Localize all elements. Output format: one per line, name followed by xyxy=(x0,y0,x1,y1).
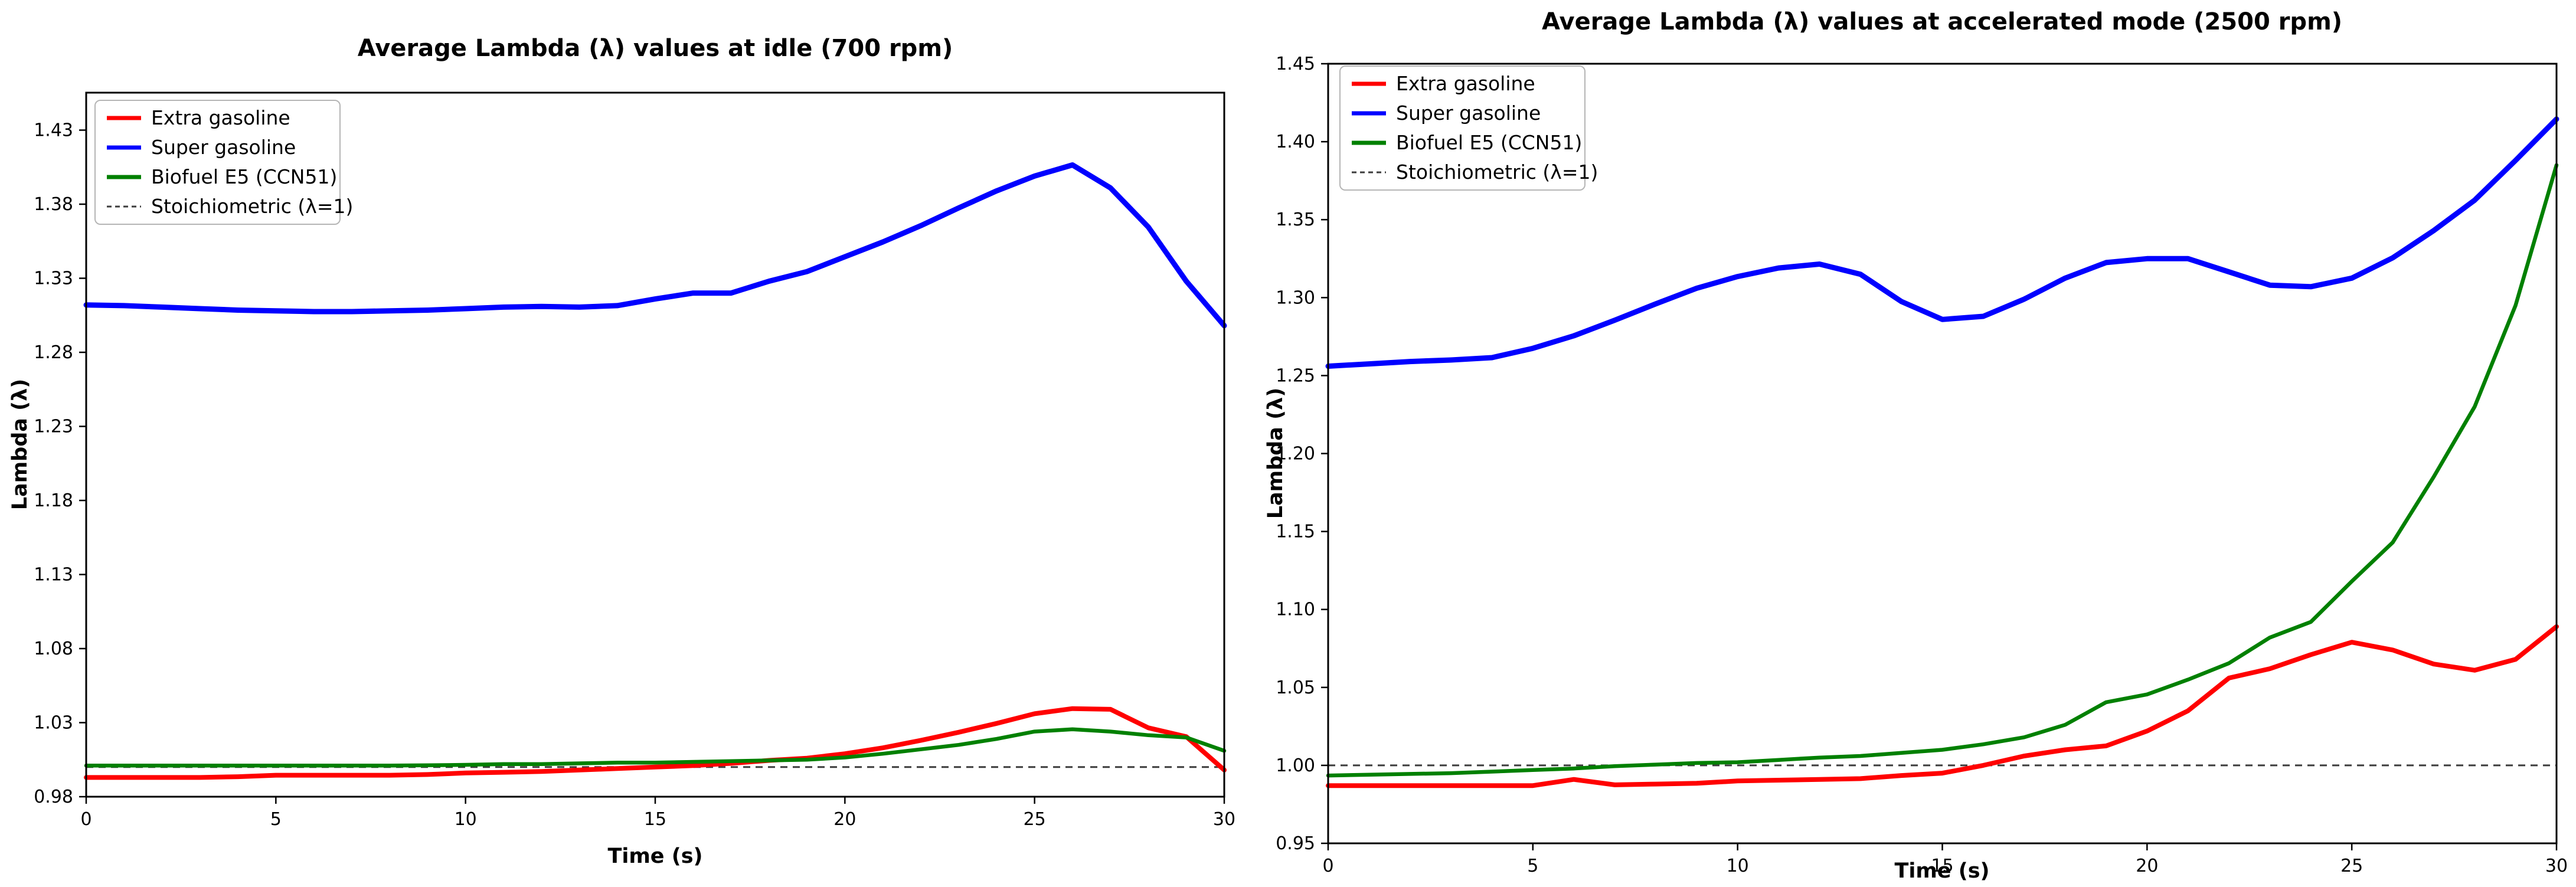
y-tick-label: 1.35 xyxy=(1276,210,1315,230)
y-tick-label: 1.10 xyxy=(1276,600,1315,620)
x-tick-label: 20 xyxy=(2136,856,2158,876)
axis-ticks: 0 5 10 15 20 25 30 0.95 1.00 1.05 1.10 1.15 1.20 1.25… xyxy=(1276,54,2568,876)
y-tick-label: 1.05 xyxy=(1276,677,1315,698)
x-tick-label: 0 xyxy=(80,809,91,830)
y-axis-label-accelerated: Lambda (λ) xyxy=(1264,388,1287,519)
legend-label: Biofuel E5 (CCN51) xyxy=(1396,131,1582,154)
chart-accelerated-2500rpm: Average Lambda (λ) values at accelerated… xyxy=(1264,8,2568,883)
x-tick-label: 15 xyxy=(644,809,666,830)
y-tick-label: 1.13 xyxy=(34,565,73,585)
x-tick-label: 10 xyxy=(1727,856,1749,876)
legend-label: Stoichiometric (λ=1) xyxy=(151,195,353,218)
y-tick-label: 1.03 xyxy=(34,713,73,734)
y-tick-label: 1.33 xyxy=(34,269,73,289)
extra-gasoline-line xyxy=(1326,624,2559,788)
legend-label: Super gasoline xyxy=(151,136,296,159)
y-axis-label-idle: Lambda (λ) xyxy=(8,379,32,510)
x-tick-label: 5 xyxy=(270,809,282,830)
y-tick-label: 1.23 xyxy=(34,417,73,437)
x-axis-label-accelerated: Time (s) xyxy=(1894,859,1989,883)
legend-label: Extra gasoline xyxy=(151,106,290,129)
legend-label: Biofuel E5 (CCN51) xyxy=(151,165,337,188)
super-gasoline-line xyxy=(1325,116,2559,369)
axis-ticks: 0 5 10 15 20 25 30 0.98 1.03 1.08 1.13 1.18 1.23 1.28… xyxy=(34,120,1235,830)
x-tick-label: 25 xyxy=(1024,809,1046,830)
legend-label: Super gasoline xyxy=(1396,102,1541,125)
chart-title-accelerated: Average Lambda (λ) values at accelerated… xyxy=(1542,8,2342,35)
x-axis-label-idle: Time (s) xyxy=(607,845,702,868)
chart-title-idle: Average Lambda (λ) values at idle (700 r… xyxy=(358,35,953,62)
legend-box xyxy=(1339,66,1586,191)
extra-gasoline-line xyxy=(84,706,1227,780)
y-tick-label: 0.95 xyxy=(1276,833,1315,854)
y-tick-label: 0.98 xyxy=(34,787,73,807)
y-tick-label: 1.08 xyxy=(34,639,73,659)
plot-area-accelerated: 0 5 10 15 20 25 30 0.95 1.00 1.05 1.10 1.15 1.20 1.25… xyxy=(1276,54,2568,876)
x-tick-label: 5 xyxy=(1527,856,1538,876)
legend-label: Stoichiometric (λ=1) xyxy=(1396,161,1598,184)
y-tick-label: 1.40 xyxy=(1276,132,1315,152)
y-tick-label: 1.25 xyxy=(1276,365,1315,386)
x-tick-label: 10 xyxy=(455,809,477,830)
x-tick-label: 30 xyxy=(1213,809,1235,830)
legend-box xyxy=(94,100,341,225)
legend: Extra gasoline Super gasoline Biofuel E5 (… xyxy=(94,100,353,225)
y-tick-label: 1.00 xyxy=(1276,755,1315,776)
plot-frame xyxy=(85,91,1225,798)
y-tick-label: 1.30 xyxy=(1276,287,1315,308)
biofuel-e5-ccn51--line xyxy=(84,727,1227,768)
y-tick-label: 1.20 xyxy=(1276,444,1315,464)
x-tick-label: 0 xyxy=(1322,856,1333,876)
y-tick-label: 1.28 xyxy=(34,342,73,363)
y-tick-label: 1.43 xyxy=(34,120,73,141)
super-gasoline-line xyxy=(83,162,1227,329)
y-tick-label: 1.15 xyxy=(1276,522,1315,542)
plot-frame xyxy=(1327,63,2558,845)
chart-idle-700rpm: Average Lambda (λ) values at idle (700 r… xyxy=(8,35,1235,868)
x-tick-label: 25 xyxy=(2340,856,2363,876)
biofuel-e5-ccn51--line xyxy=(1326,163,2559,778)
x-tick-label: 20 xyxy=(833,809,856,830)
x-tick-label: 30 xyxy=(2545,856,2568,876)
legend-label: Extra gasoline xyxy=(1396,72,1535,95)
legend: Extra gasoline Super gasoline Biofuel E5 (… xyxy=(1339,66,1598,191)
x-tick-label: 15 xyxy=(1931,856,1953,876)
y-tick-label: 1.38 xyxy=(34,194,73,215)
plot-area-idle: 0 5 10 15 20 25 30 0.98 1.03 1.08 1.13 1.18 1.23 1.28… xyxy=(34,91,1235,830)
y-tick-label: 1.45 xyxy=(1276,54,1315,74)
y-tick-label: 1.18 xyxy=(34,490,73,511)
